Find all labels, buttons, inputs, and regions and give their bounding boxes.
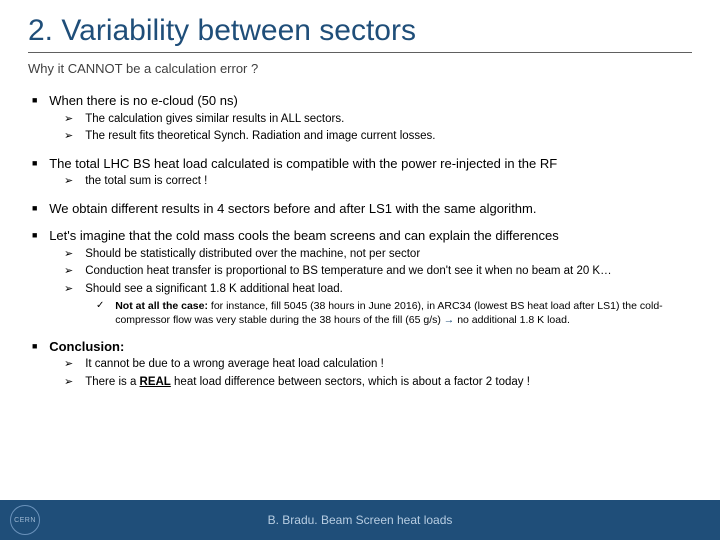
subsubbullet: ✓ Not at all the case: for instance, fil…: [96, 299, 692, 327]
slide-body: ■ When there is no e-cloud (50 ns) ➢ The…: [0, 82, 720, 500]
arrow-icon: →: [444, 314, 455, 326]
bullet-different-results: ■ We obtain different results in 4 secto…: [32, 200, 692, 218]
chevron-icon: ➢: [64, 264, 82, 279]
slide: 2. Variability between sectors Why it CA…: [0, 0, 720, 540]
chevron-icon: ➢: [64, 247, 82, 262]
slide-title: 2. Variability between sectors: [0, 0, 720, 52]
subbullet-text: There is a REAL heat load difference bet…: [85, 375, 685, 391]
subbullet-text: The result fits theoretical Synch. Radia…: [85, 129, 685, 145]
chevron-icon: ➢: [64, 112, 82, 127]
chevron-icon: ➢: [64, 375, 82, 390]
subbullet: ➢ There is a REAL heat load difference b…: [64, 375, 692, 391]
text-run: no additional 1.8 K load.: [454, 314, 570, 326]
chevron-icon: ➢: [64, 129, 82, 144]
bullet-cold-mass: ■ Let's imagine that the cold mass cools…: [32, 227, 692, 245]
subbullet-text: the total sum is correct !: [85, 174, 685, 190]
subbullet-text: The calculation gives similar results in…: [85, 112, 685, 128]
bullet-text: We obtain different results in 4 sectors…: [49, 200, 689, 218]
subbullet: ➢ Should be statistically distributed ov…: [64, 247, 692, 263]
cern-logo-icon: CERN: [10, 505, 40, 535]
emphasis: Not at all the case:: [115, 300, 208, 312]
subsubbullet-text: Not at all the case: for instance, fill …: [115, 299, 685, 327]
subbullet-text: Should be statistically distributed over…: [85, 247, 685, 263]
bullet-text: Let's imagine that the cold mass cools t…: [49, 227, 689, 245]
chevron-icon: ➢: [64, 174, 82, 189]
bullet-text: The total LHC BS heat load calculated is…: [49, 155, 689, 173]
title-underline: [28, 52, 692, 53]
text-run: heat load difference between sectors, wh…: [171, 376, 530, 388]
conclusion-label: Conclusion:: [49, 338, 689, 356]
subbullet: ➢ Conduction heat transfer is proportion…: [64, 264, 692, 280]
bullet-total-heatload: ■ The total LHC BS heat load calculated …: [32, 155, 692, 173]
subbullet-text: It cannot be due to a wrong average heat…: [85, 357, 685, 373]
subbullet: ➢ The result fits theoretical Synch. Rad…: [64, 129, 692, 145]
slide-footer: CERN B. Bradu. Beam Screen heat loads: [0, 500, 720, 540]
square-bullet-icon: ■: [32, 157, 46, 169]
subbullet-text: Conduction heat transfer is proportional…: [85, 264, 685, 280]
square-bullet-icon: ■: [32, 202, 46, 214]
subbullet: ➢ the total sum is correct !: [64, 174, 692, 190]
subbullet-text: Should see a significant 1.8 K additiona…: [85, 282, 685, 298]
subbullet: ➢ Should see a significant 1.8 K additio…: [64, 282, 692, 298]
text-run: There is a: [85, 376, 139, 388]
square-bullet-icon: ■: [32, 340, 46, 352]
chevron-icon: ➢: [64, 282, 82, 297]
square-bullet-icon: ■: [32, 229, 46, 241]
slide-subtitle: Why it CANNOT be a calculation error ?: [0, 61, 720, 82]
footer-text: B. Bradu. Beam Screen heat loads: [268, 513, 453, 527]
emphasis-real: REAL: [140, 376, 171, 388]
bullet-conclusion: ■ Conclusion:: [32, 338, 692, 356]
bullet-no-ecloud: ■ When there is no e-cloud (50 ns): [32, 92, 692, 110]
subbullet: ➢ It cannot be due to a wrong average he…: [64, 357, 692, 373]
chevron-icon: ➢: [64, 357, 82, 372]
check-icon: ✓: [96, 299, 112, 313]
bullet-text: When there is no e-cloud (50 ns): [49, 92, 689, 110]
subbullet: ➢ The calculation gives similar results …: [64, 112, 692, 128]
square-bullet-icon: ■: [32, 94, 46, 106]
